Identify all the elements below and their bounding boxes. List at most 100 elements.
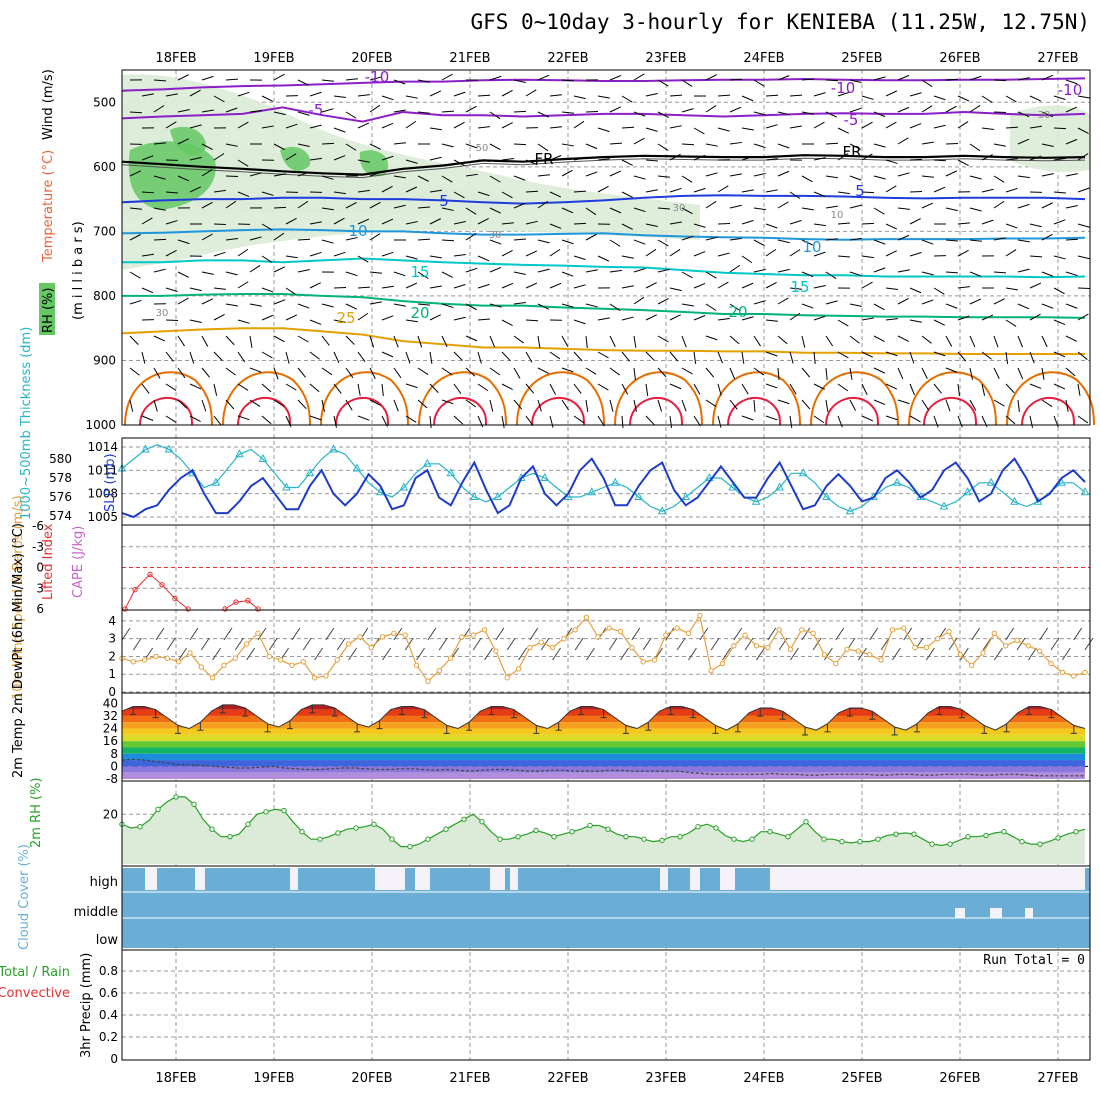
wind10-barb [178,647,188,661]
wind-barb [789,415,793,428]
cloud-gap-mid [955,908,965,918]
thickness-marker [235,449,244,458]
wind-barb [501,249,513,257]
ylabel-cape: CAPE (J/kg) [71,526,86,598]
wind10-marker [629,644,635,651]
wind-barb [993,143,1006,147]
wind-barb [645,248,657,257]
wind-barb [501,122,513,129]
wind-barb [321,142,335,145]
wind-barb [573,351,583,362]
wind-barb [345,335,355,345]
precip-tick-label: 0.8 [99,964,118,978]
wind-barb [885,415,898,421]
rh-contour-label: 10 [831,210,844,221]
wind-barb [573,284,586,289]
cloud-gap-high [290,868,298,890]
wind-barb [237,159,249,167]
rh2m-marker [461,816,467,822]
wind-barb [513,143,527,146]
wind-barb [213,189,226,193]
wind10-marker [221,662,227,669]
wind-barb [453,221,466,225]
wind-barb [777,75,790,81]
x-tick-top-label: 23FEB [645,51,686,66]
wind-barb [225,238,238,241]
wind-barb [669,125,682,129]
li-marker [233,599,239,605]
wind-barb [597,415,605,427]
temp-band [122,741,1085,748]
wind-barb [285,314,298,321]
wind-barb [237,415,250,421]
wind-barb [393,399,399,412]
rh2m-marker [731,836,737,842]
wind10-marker [946,628,952,635]
wind10-barb [608,637,618,651]
wind-barb [273,266,286,273]
wind10-marker [969,662,975,669]
slp-tick-label: 1011 [87,463,118,477]
wind-barb [849,335,860,344]
wind-barb [177,175,190,182]
wind-barb [741,351,745,364]
rh2m-marker [1001,828,1007,835]
wind-barb [273,232,285,241]
wind-barb [321,303,334,308]
wind-barb [1041,111,1054,118]
isotherm-35-loop [629,396,683,426]
wind-barb [441,271,453,278]
wind-barb [297,111,310,116]
wind10-marker [821,651,828,658]
ylabel-slp: SLP (mb) [103,453,118,512]
wind-barb [669,383,682,390]
wind-barb [1077,351,1088,360]
thickness-marker [775,482,784,491]
wind-barb [237,191,250,198]
wind-barb [165,249,177,257]
wind-barb [513,175,526,181]
wind-barb [777,143,790,149]
wind-barb [729,303,741,311]
wind-barb [525,159,538,166]
wind-barb [249,236,262,241]
wind-barb [225,271,238,276]
isotherm-30-loop [516,371,605,426]
wind-barb [333,383,342,394]
wind-barb [489,111,501,120]
t2m-tick-label: 32 [103,709,118,723]
wind-barb [597,351,609,359]
rh2m-marker [1055,835,1061,841]
wind-barb [669,314,681,321]
wind10-barb [688,647,697,661]
wind10-barb [257,627,267,641]
rh-contour-label: 50 [476,143,489,154]
rh2m-marker [1019,838,1025,845]
wind-barb [1065,367,1076,377]
wind-barb [825,367,828,380]
wind-barb [141,253,154,257]
pressure-tick-label: 1000 [85,418,116,432]
wind-barb [309,351,320,360]
wind-barb [273,335,285,343]
isotherm-label: FR [534,150,553,168]
wind-barb [921,367,928,379]
wind-barb [465,399,477,408]
wind-barb [321,207,334,211]
wind-barb [705,74,717,81]
wind-barb [945,367,958,373]
wind-barb [765,415,778,421]
wind-barb [981,314,994,321]
wind-barb [1065,106,1078,113]
wind10-barb [427,627,437,641]
rh-shade-dark [170,126,206,155]
wind-barb [861,255,874,259]
wind10-marker [153,653,159,660]
wind-barb [633,111,646,117]
wind-barb [933,319,946,326]
wind-barb [477,255,490,262]
wind-tick-label: 4 [108,614,116,628]
wind-barb [525,383,535,394]
wind-barb [249,109,262,113]
wind-barb [1065,335,1077,342]
